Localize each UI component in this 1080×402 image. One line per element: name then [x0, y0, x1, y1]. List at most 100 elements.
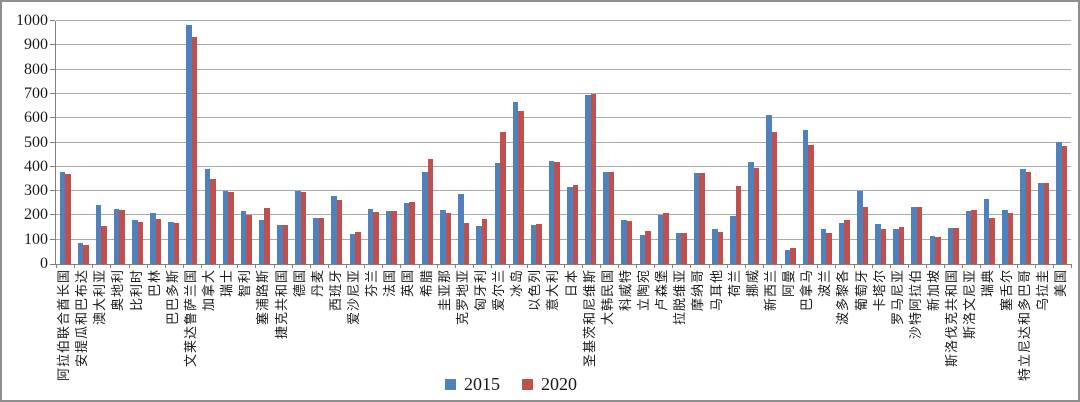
x-axis-tick	[364, 264, 366, 268]
x-axis-label: 加拿大	[201, 269, 217, 312]
x-axis-label: 挪威	[744, 269, 760, 298]
bar-2015	[222, 191, 229, 264]
y-axis-tick	[50, 238, 55, 240]
x-axis-label: 西班牙	[327, 269, 343, 312]
x-axis-tick	[219, 264, 221, 268]
bar-2020	[790, 248, 796, 264]
gridline	[56, 238, 1071, 240]
x-axis-label: 澳大利亚	[92, 269, 108, 326]
x-axis-tick	[962, 264, 964, 268]
bar-2015	[494, 163, 501, 264]
x-axis-tick	[1052, 264, 1054, 268]
bar-2015	[983, 198, 990, 264]
bar-2020	[119, 210, 125, 264]
x-axis-tick	[563, 264, 565, 268]
x-axis-label: 爱沙尼亚	[346, 269, 362, 326]
y-axis-tick	[50, 20, 55, 21]
x-axis-tick	[164, 264, 166, 268]
x-axis-tick	[527, 264, 529, 268]
x-axis-label: 塞舌尔	[998, 269, 1014, 312]
x-axis-label: 阿拉伯联合酋长国	[56, 269, 72, 382]
x-axis-label: 乌拉圭	[1034, 269, 1050, 312]
x-axis-tick	[871, 264, 873, 268]
x-axis-tick	[726, 264, 728, 268]
bar-2015	[277, 224, 283, 264]
bar-2015	[186, 25, 192, 264]
gridline	[56, 44, 1071, 46]
bar-2015	[857, 190, 863, 264]
x-axis-label: 新西兰	[762, 269, 778, 312]
y-axis-tick	[50, 92, 55, 94]
bar-2020	[608, 171, 615, 264]
x-axis-label: 爱尔兰	[491, 269, 507, 312]
x-axis-label: 比利时	[128, 269, 144, 312]
gridline	[56, 141, 1071, 143]
y-axis-tick	[50, 117, 55, 119]
bar-2020	[663, 212, 669, 264]
legend: 2015 2020	[445, 374, 591, 395]
bar-2015	[929, 236, 936, 264]
x-axis-label: 斯洛伐克共和国	[944, 269, 960, 368]
bar-2015	[168, 222, 174, 264]
bar-2015	[730, 215, 736, 264]
gridline	[56, 20, 1071, 21]
x-axis-tick	[944, 264, 946, 268]
bar-2015	[1038, 183, 1044, 264]
bar-2020	[155, 219, 162, 264]
bar-2020	[355, 232, 361, 264]
x-axis-label: 日本	[563, 269, 579, 298]
bar-2020	[463, 223, 470, 264]
x-axis-label: 波兰	[817, 269, 833, 298]
bar-2015	[331, 196, 337, 264]
gridline	[56, 214, 1071, 216]
bar-2015	[132, 220, 138, 264]
bar-2015	[820, 228, 827, 264]
bar-2015	[603, 171, 609, 264]
x-axis-label: 法国	[382, 269, 398, 298]
bar-2015	[875, 224, 881, 264]
bar-2015	[77, 243, 84, 264]
x-axis-label: 瑞典	[980, 269, 996, 298]
x-axis-tick	[472, 264, 474, 268]
bar-2020	[953, 228, 959, 264]
bar-2020	[717, 231, 724, 264]
x-axis-tick	[255, 264, 257, 268]
bar-2020	[427, 158, 434, 264]
bar-2015	[748, 162, 754, 264]
bar-2015	[1002, 210, 1008, 264]
y-axis-label: 900	[24, 36, 48, 54]
bar-2020	[1007, 213, 1014, 264]
bar-2020	[880, 228, 887, 264]
x-axis-tick	[418, 264, 420, 268]
x-axis-label: 科威特	[617, 269, 633, 312]
bar-2020	[83, 244, 89, 264]
bar-2020	[173, 223, 180, 264]
bar-2020	[246, 215, 252, 264]
bar-2015	[893, 229, 899, 264]
y-axis-tick	[50, 165, 55, 167]
bar-2020	[590, 94, 597, 264]
gridline	[56, 68, 1071, 70]
bar-2020	[626, 220, 633, 264]
bar-2020	[554, 161, 560, 264]
bar-2020	[1025, 171, 1032, 264]
y-axis-label: 600	[24, 109, 48, 127]
x-axis-tick	[128, 264, 130, 268]
bar-2020	[101, 226, 107, 264]
x-axis-tick	[1016, 264, 1018, 268]
y-axis-label: 200	[24, 206, 48, 224]
x-axis-tick	[690, 264, 692, 268]
x-axis-tick	[708, 264, 710, 268]
bar-2015	[766, 115, 772, 264]
x-axis-tick	[617, 264, 619, 268]
y-axis-label: 500	[24, 133, 48, 151]
x-axis-label: 圣基茨和尼维斯	[581, 269, 597, 368]
bar-2020	[336, 200, 343, 264]
x-axis-tick	[74, 264, 76, 268]
bar-2015	[150, 213, 156, 264]
bar-2015	[947, 227, 954, 264]
bar-2015	[440, 210, 446, 264]
x-axis-label: 葡萄牙	[853, 269, 869, 312]
gridline	[56, 92, 1071, 94]
